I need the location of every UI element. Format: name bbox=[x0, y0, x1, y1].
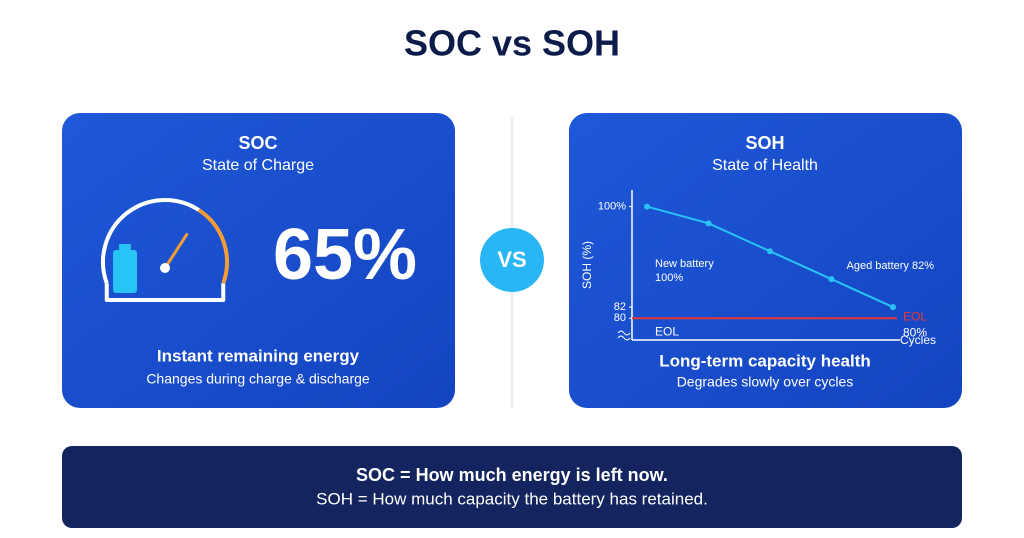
gauge-base bbox=[104, 283, 226, 302]
gauge-remaining bbox=[197, 208, 229, 284]
soh-caption: Long-term capacity health bbox=[659, 351, 871, 370]
gauge-hub bbox=[160, 263, 170, 273]
soh-point bbox=[828, 276, 835, 283]
soc-heading: SOC bbox=[238, 133, 277, 153]
soc-card bbox=[62, 113, 455, 408]
soc-note: Changes during charge & discharge bbox=[146, 371, 370, 387]
soc-caption: Instant remaining energy bbox=[157, 346, 360, 365]
vs-badge bbox=[480, 228, 544, 292]
summary-bar bbox=[62, 446, 962, 528]
battery-tip bbox=[119, 244, 131, 250]
aged-battery-label: Aged battery 82% bbox=[847, 260, 935, 272]
gauge-filled bbox=[101, 198, 200, 284]
soc-subheading: State of Charge bbox=[202, 157, 314, 174]
new-battery-value: 100% bbox=[655, 272, 683, 284]
soh-point bbox=[705, 220, 712, 227]
gauge-needle bbox=[163, 232, 189, 270]
summary-line-1: SOC = How much energy is left now. bbox=[356, 465, 668, 485]
soh-point bbox=[890, 304, 896, 311]
y-tick-label: 82 bbox=[614, 301, 626, 313]
page-title: SOC vs SOH bbox=[404, 23, 620, 64]
eol-left-label: EOL bbox=[655, 324, 679, 338]
soh-heading: SOH bbox=[745, 133, 784, 153]
soc-value: 65% bbox=[273, 215, 417, 295]
y-tick-label: 80 bbox=[614, 312, 626, 324]
summary-line-2: SOH = How much capacity the battery has … bbox=[316, 489, 708, 508]
soh-subheading: State of Health bbox=[712, 157, 818, 174]
vs-label: VS bbox=[497, 247, 526, 272]
y-tick-label: 100% bbox=[598, 200, 626, 212]
axis-break bbox=[617, 330, 631, 341]
soh-card bbox=[569, 113, 962, 408]
soh-point bbox=[644, 203, 650, 210]
soh-note: Degrades slowly over cycles bbox=[677, 374, 854, 390]
battery-icon bbox=[113, 250, 137, 293]
eol-value-label: 80% bbox=[903, 325, 927, 339]
eol-label: EOL bbox=[903, 309, 927, 323]
x-axis-label: Cycles bbox=[900, 333, 936, 347]
y-axis-label: SOH (%) bbox=[580, 241, 594, 289]
new-battery-label: New battery bbox=[655, 258, 714, 270]
soh-point bbox=[767, 248, 773, 255]
